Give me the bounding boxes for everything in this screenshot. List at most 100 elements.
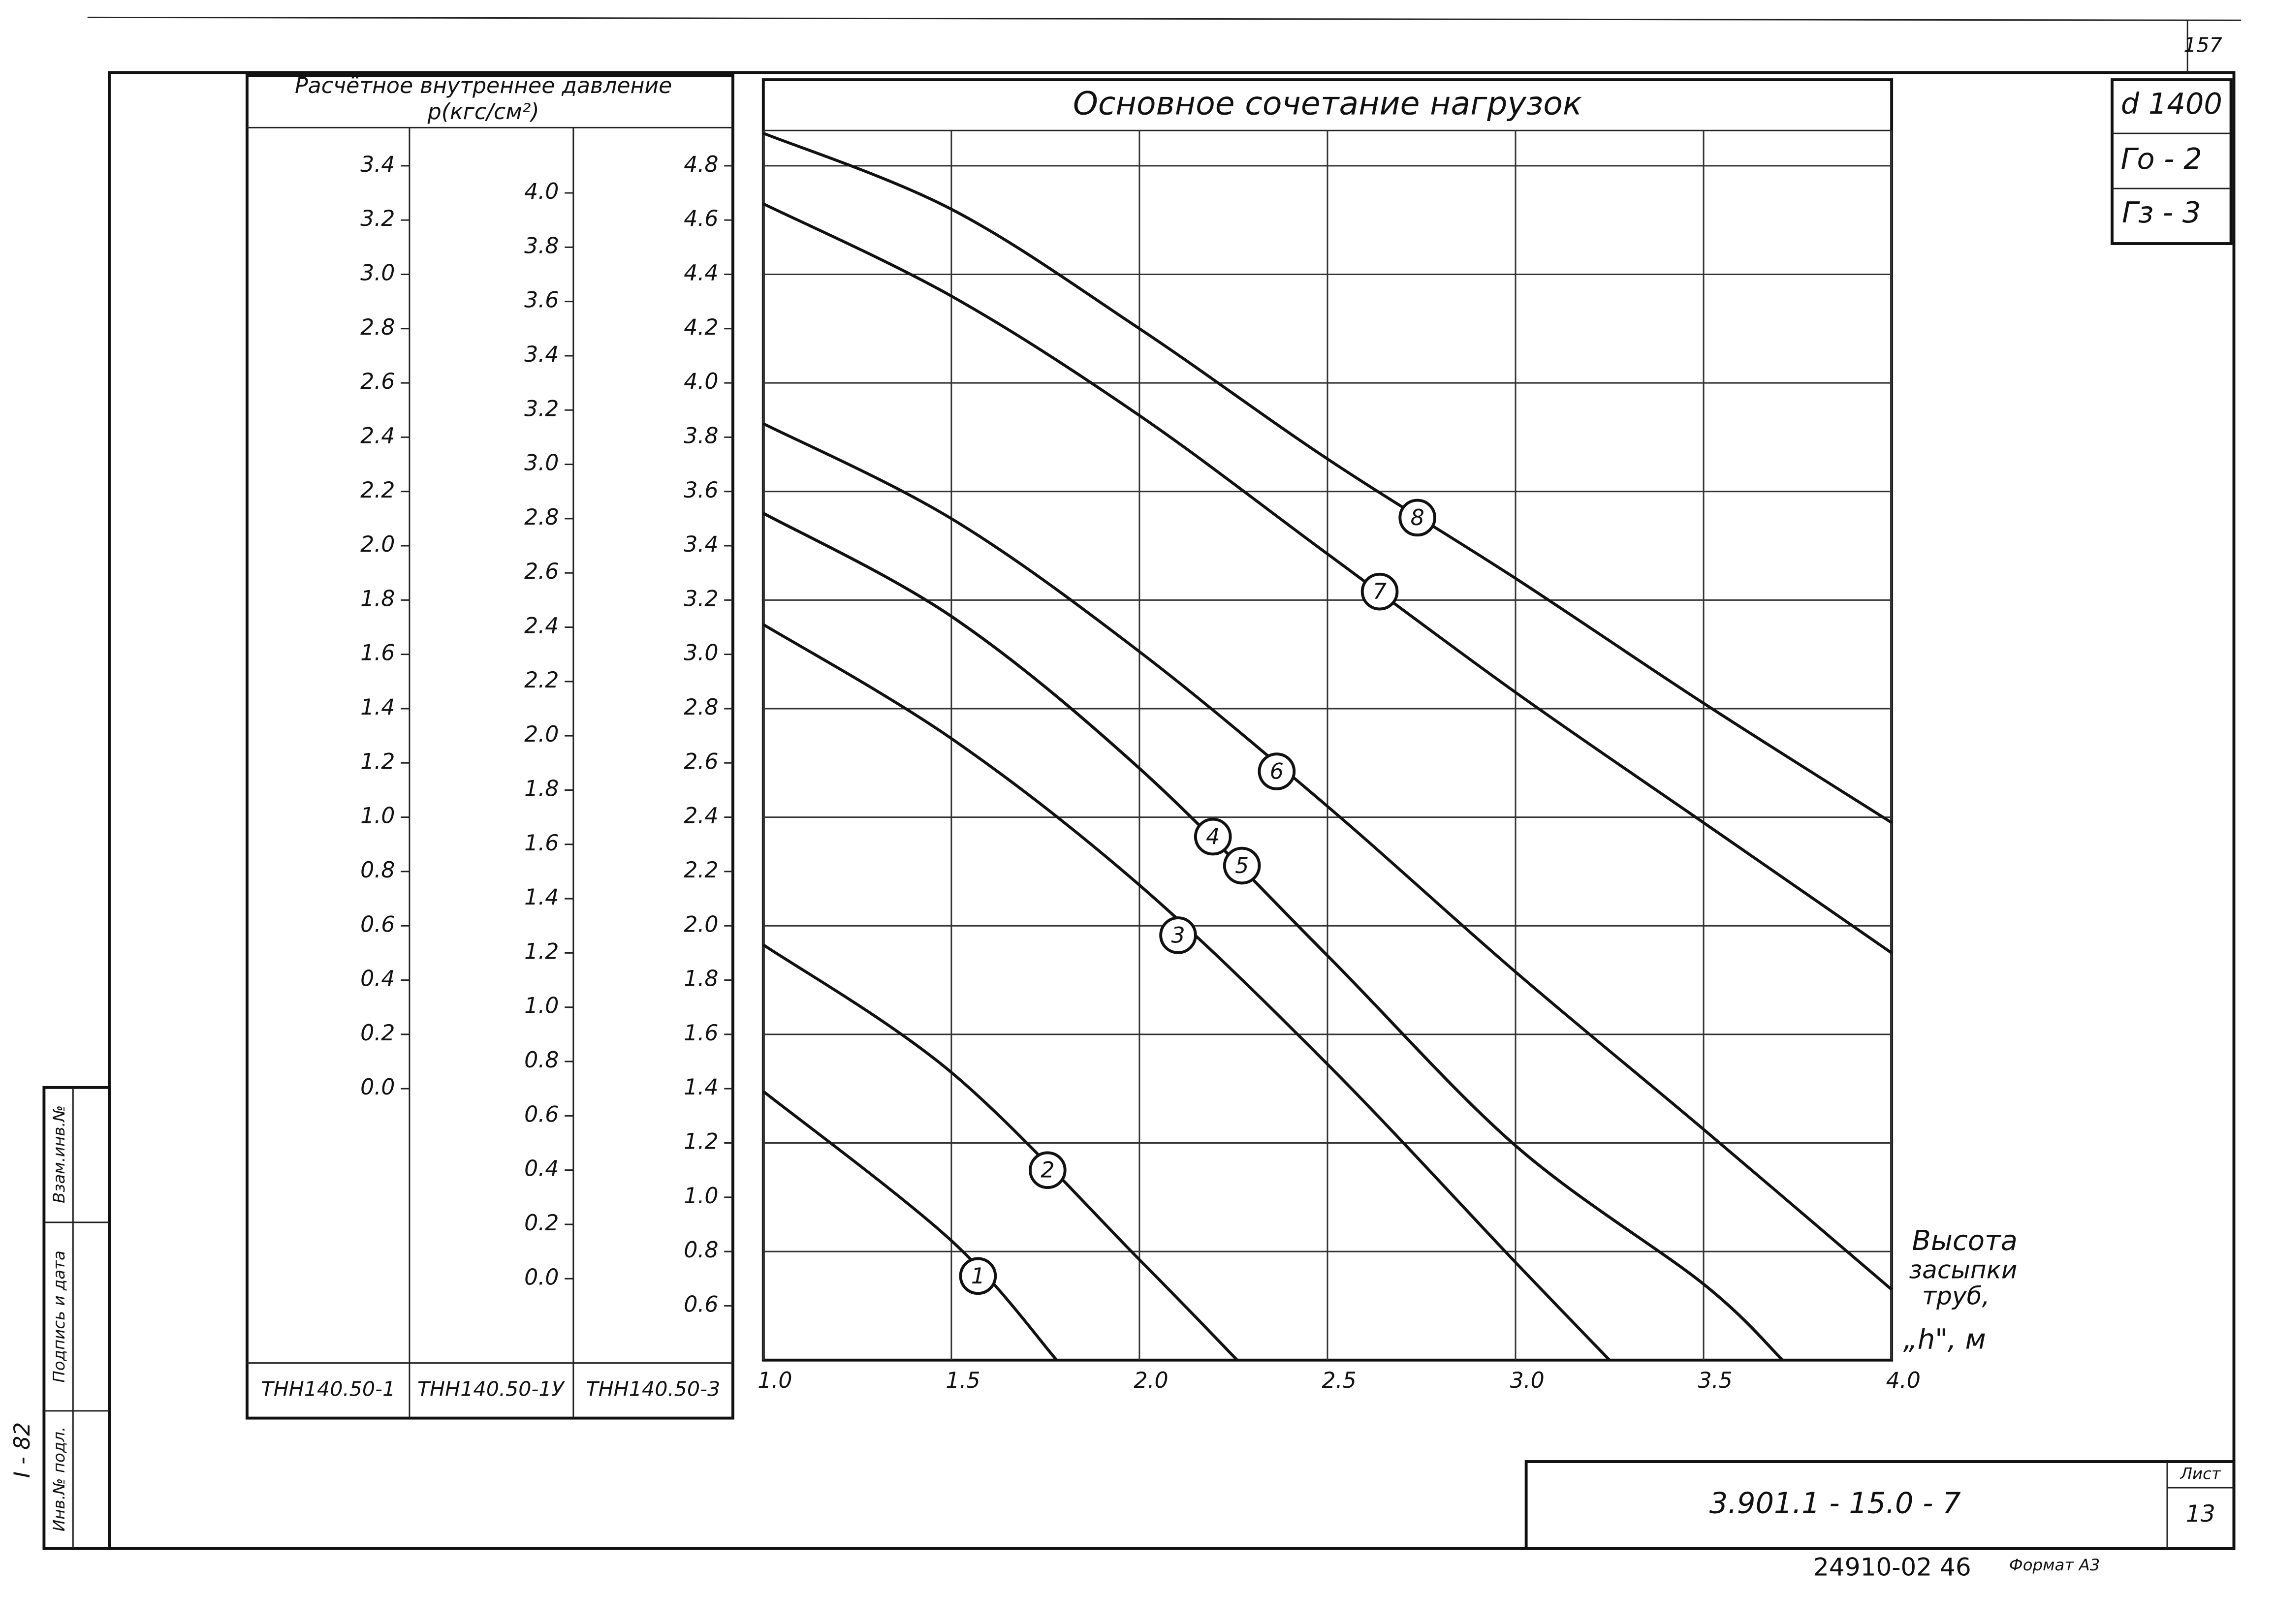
drawing-code: 3.901.1 - 15.0 - 7 [1709,1486,1961,1520]
y-tick-label: 0.6 [524,1102,559,1127]
x-tick-label: 2.0 [1134,1368,1168,1393]
side-field: Взам.инв.№ [50,1105,68,1203]
y-tick-label: 4.8 [684,152,718,177]
y-tick-label: 1.4 [524,885,559,910]
y-axis-title: Расчётное внутреннее давление [295,73,672,98]
y-tick-label: 0.8 [684,1238,718,1263]
y-tick-label: 2.8 [360,315,395,340]
y-tick-label: 2.2 [684,858,718,883]
y-tick-label: 2.0 [360,532,395,557]
curve [762,202,1893,954]
y-tick-label: 1.2 [524,939,559,964]
y-tick-label: 2.4 [524,614,559,639]
y-tick-label: 0.6 [684,1292,718,1317]
y-tick-label: 1.4 [684,1075,718,1100]
axis-name: ТНН140.50-3 [586,1377,721,1401]
axis-name: ТНН140.50-1У [417,1377,566,1401]
y-tick-label: 2.0 [524,722,559,747]
format: Формат А3 [2009,1556,2100,1574]
y-tick-label: 1.6 [360,641,395,666]
y-tick-label: 0.0 [360,1075,395,1100]
y-tick-label: 4.6 [684,206,718,231]
y-tick-label: 3.0 [360,261,395,286]
y-tick-label: 2.6 [360,369,395,394]
y-tick-label: 4.2 [684,315,718,340]
y-tick-label: 1.8 [524,776,559,801]
y-tick-label: 3.6 [684,478,718,503]
curve-callout [1194,817,1232,856]
side-number: I - 82 [10,1422,35,1478]
curve-number: 8 [1411,505,1424,531]
y-tick-label: 3.4 [524,342,559,367]
page-number: 157 [2183,33,2222,57]
y-tick-label: 0.8 [524,1048,559,1073]
side-field: Инв.№ подл. [50,1427,68,1531]
y-tick-label: 3.8 [524,233,559,258]
curve-callout [959,1257,997,1295]
y-tick-label: 3.4 [360,152,395,177]
y-tick-label: 0.4 [360,967,395,992]
y-tick-label: 2.4 [360,423,395,448]
y-tick-label: 1.2 [684,1129,718,1155]
sheet-label: Лист [2180,1465,2221,1483]
curve [762,943,1238,1361]
curve [762,131,1893,824]
y-tick-label: 2.6 [524,559,559,584]
y-tick-label: 0.2 [524,1211,559,1236]
y-tick-label: 3.0 [524,451,559,476]
curve [762,623,1611,1361]
footer-number: 24910-02 46 [1813,1553,1971,1582]
y-tick-label: 0.6 [360,912,395,937]
x-axis-label: Высота [1912,1225,2018,1257]
x-tick-label: 1.5 [946,1368,980,1393]
y-tick-label: 3.6 [524,288,559,313]
sheet-number: 13 [2186,1500,2215,1528]
y-tick-label: 1.4 [360,695,395,720]
x-tick-label: 1.0 [758,1368,792,1393]
curve-callout [1398,499,1436,537]
curve [762,512,1784,1361]
curve-number: 3 [1171,923,1185,948]
y-tick-label: 0.4 [524,1156,559,1182]
x-tick-label: 4.0 [1886,1368,1921,1393]
y-tick-label: 1.0 [524,994,559,1019]
curve-number: 5 [1235,853,1249,878]
curve-number: 1 [971,1264,985,1289]
y-tick-label: 4.0 [684,369,718,394]
y-tick-label: 2.2 [360,478,395,503]
x-axis-label: „h", м [1903,1324,1986,1356]
y-tick-label: 1.0 [684,1184,718,1209]
y-tick-label: 1.0 [360,804,395,829]
y-tick-label: 1.6 [684,1021,718,1046]
x-axis-label: труб, [1922,1282,1990,1311]
y-tick-label: 1.8 [684,967,718,992]
y-tick-label: 2.0 [684,912,718,937]
y-tick-label: 2.6 [684,749,718,774]
curve-number: 7 [1373,579,1387,604]
x-tick-label: 3.0 [1510,1368,1544,1393]
curve-callout [1223,846,1261,885]
curve-callout [1029,1151,1067,1189]
x-axis-label: засыпки [1909,1256,2018,1284]
curve-callout [1360,572,1399,611]
y-tick-label: 1.2 [360,749,395,774]
stamp: d 1400 [2121,87,2222,121]
y-tick-label: 3.2 [360,206,395,231]
curve-callout [1258,752,1296,790]
y-axis-unit: р(кгс/см²) [427,99,539,125]
y-tick-label: 3.2 [684,586,718,611]
x-tick-label: 2.5 [1322,1368,1356,1393]
y-tick-label: 1.6 [524,831,559,856]
y-tick-label: 2.8 [524,505,559,530]
y-tick-label: 3.0 [684,641,718,666]
curve-callout [1159,916,1197,954]
y-tick-label: 4.4 [684,261,718,286]
stamp: Гз - 3 [2122,195,2201,229]
y-tick-label: 3.8 [684,423,718,448]
y-tick-label: 2.2 [524,668,559,693]
y-tick-label: 0.8 [360,858,395,883]
y-tick-label: 0.2 [360,1021,395,1046]
y-tick-label: 3.2 [524,396,559,421]
